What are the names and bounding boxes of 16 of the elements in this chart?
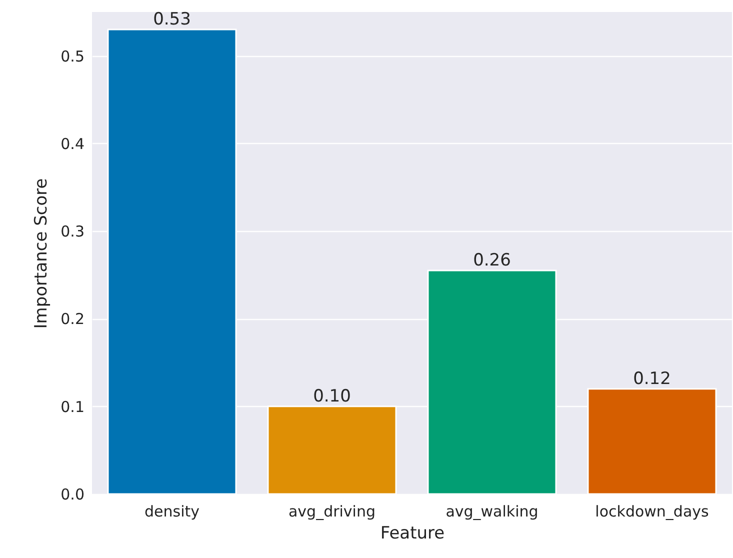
y-tick-label: 0.5 (60, 47, 84, 66)
y-tick-label: 0.2 (60, 310, 84, 328)
y-tick-label: 0.0 (60, 486, 84, 504)
x-tick-label: lockdown_days (595, 502, 710, 520)
x-axis-title: Feature (380, 524, 445, 544)
data-label: 0.53 (153, 10, 191, 30)
data-label: 0.26 (473, 250, 511, 271)
x-tick-label: avg_driving (288, 502, 376, 520)
data-label: 0.10 (313, 386, 351, 406)
data-label: 0.12 (633, 368, 671, 389)
y-tick-label: 0.3 (60, 222, 84, 241)
y-tick-label: 0.1 (60, 398, 84, 416)
x-tick-label: avg_walking (446, 502, 538, 520)
y-tick-label: 0.4 (60, 134, 84, 153)
y-axis-title: Importance Score (32, 178, 52, 329)
x-tick-label: density (144, 502, 200, 520)
